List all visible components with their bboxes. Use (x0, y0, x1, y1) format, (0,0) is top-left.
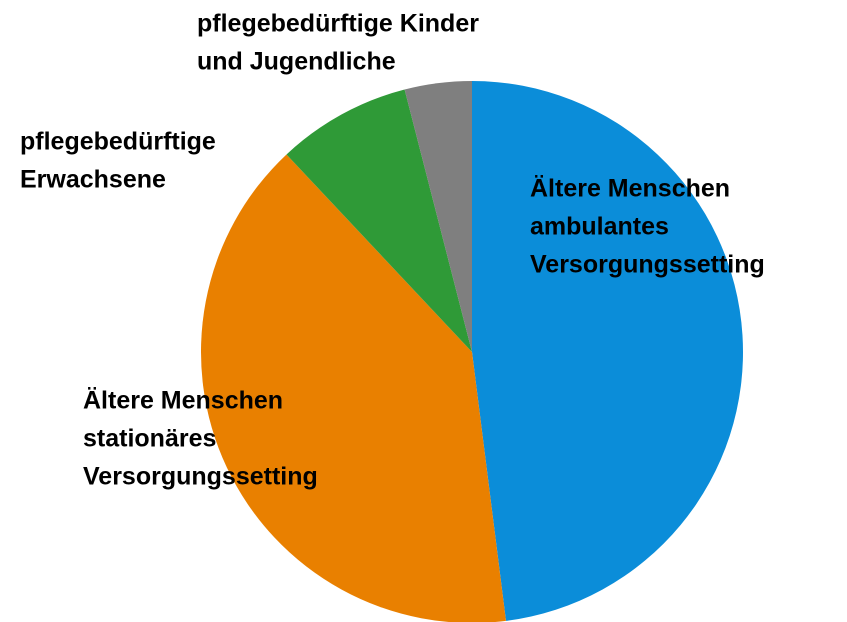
pie-slice (472, 81, 744, 621)
slice-label: stationäres (83, 425, 216, 453)
slice-label: Ältere Menschen (530, 175, 730, 203)
slice-label: Versorgungssetting (530, 251, 765, 279)
pie-slice (404, 81, 472, 352)
slice-label: Ältere Menschen (83, 387, 283, 415)
slice-label: pflegebedürftige (20, 128, 216, 156)
slice-label: und Jugendliche (197, 48, 396, 76)
slice-label: ambulantes (530, 213, 669, 241)
slice-label: Erwachsene (20, 166, 166, 194)
pie-slice (286, 89, 472, 352)
slice-label: Versorgungssetting (83, 463, 318, 491)
pie-slice (201, 154, 506, 622)
slice-label: pflegebedürftige Kinder (197, 10, 479, 38)
